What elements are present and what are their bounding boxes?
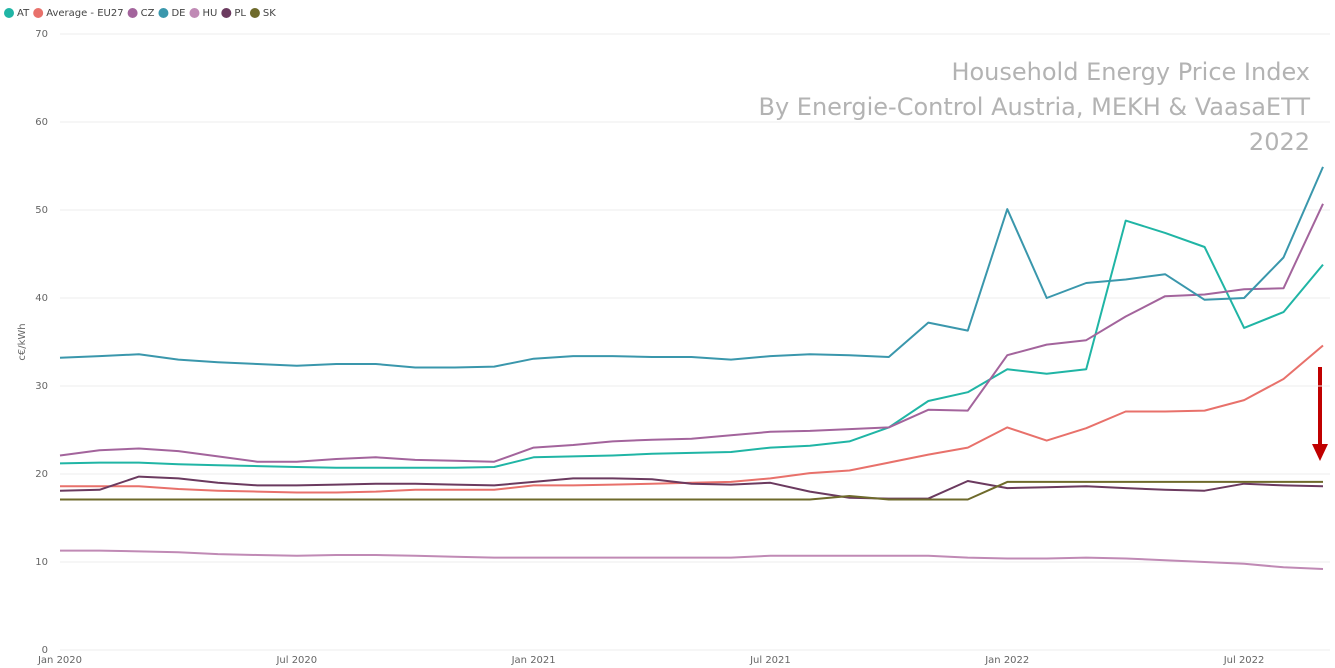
arrow-head (1312, 444, 1328, 461)
x-tick-label: Jul 2020 (275, 655, 317, 666)
annotation: By Energie-Control Austria, MEKH & Vaasa… (758, 93, 1310, 121)
series-line (60, 480, 1323, 501)
series-line (59, 166, 1324, 369)
series-line (59, 219, 1324, 469)
legend-swatch (33, 8, 44, 18)
legend-label: Average - EU27 (46, 8, 123, 19)
y-tick-label: 70 (35, 29, 48, 40)
y-tick-label: 40 (35, 293, 48, 304)
y-tick-label: 10 (35, 557, 48, 568)
legend-swatch (158, 8, 169, 18)
annotation: Household Energy Price Index (951, 58, 1310, 86)
x-tick-label: Jul 2022 (1223, 655, 1265, 666)
y-tick-label: 50 (35, 205, 48, 216)
legend-swatch (249, 8, 260, 18)
legend-swatch (127, 8, 138, 18)
x-tick-label: Jul 2021 (749, 655, 791, 666)
legend-label: CZ (141, 8, 155, 19)
series-line (60, 344, 1324, 494)
legend-label: HU (202, 8, 217, 19)
y-tick-label: 30 (35, 381, 48, 392)
annotation: 2022 (1249, 128, 1310, 156)
x-tick-label: Jan 2020 (37, 655, 82, 666)
series-line (59, 475, 1324, 500)
y-axis-label: c€/kWh (17, 323, 28, 360)
series-line (60, 549, 1324, 570)
x-tick-label: Jan 2021 (511, 655, 556, 666)
legend-swatch (4, 8, 14, 18)
y-tick-label: 20 (35, 469, 48, 480)
legend-swatch (189, 8, 200, 18)
x-tick-label: Jan 2022 (984, 655, 1029, 666)
legend-label: SK (263, 8, 276, 19)
series-line (59, 203, 1324, 463)
y-tick-label: 0 (42, 645, 48, 656)
y-tick-label: 60 (35, 117, 48, 128)
legend-swatch (221, 8, 232, 18)
legend-label: DE (171, 8, 185, 19)
legend-label: AT (17, 8, 30, 19)
legend-label: PL (234, 8, 246, 19)
